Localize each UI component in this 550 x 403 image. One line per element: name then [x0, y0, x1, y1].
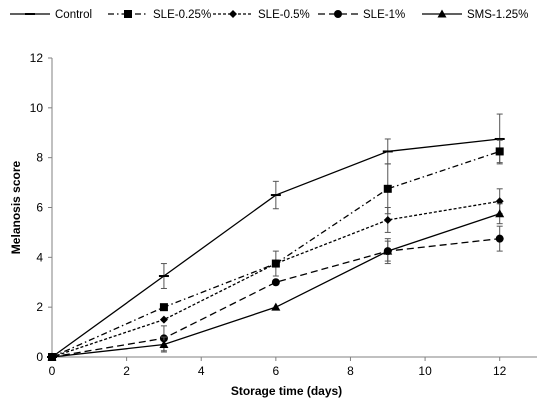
y-tick-label: 12	[30, 51, 44, 65]
x-tick-label: 0	[49, 364, 56, 378]
x-axis-title: Storage time (days)	[231, 384, 342, 398]
legend-marker	[437, 9, 447, 18]
legend-label: SLE-1%	[363, 9, 405, 21]
series-line	[51, 150, 500, 358]
series-line	[51, 200, 500, 358]
series-1	[47, 113, 505, 358]
data-point	[159, 303, 168, 312]
y-tick-label: 4	[36, 250, 43, 264]
x-tick-label: 12	[493, 364, 507, 378]
legend-marker	[124, 10, 132, 18]
data-point	[159, 340, 169, 349]
legend-label: SLE-0.25%	[153, 9, 211, 21]
data-point	[495, 209, 505, 218]
legend-marker	[229, 10, 237, 18]
legend-item-3: SLE-0.5%	[213, 9, 310, 21]
data-point	[383, 184, 392, 193]
plot-area	[47, 113, 505, 361]
data-point	[47, 352, 57, 361]
legend-item-4: SLE-1%	[318, 9, 405, 21]
series-line	[51, 138, 500, 358]
data-point	[271, 259, 280, 268]
y-tick-label: 2	[36, 300, 43, 314]
x-tick-label: 10	[418, 364, 432, 378]
data-point	[271, 278, 280, 287]
legend-marker	[334, 10, 342, 18]
data-point	[495, 234, 504, 243]
data-point	[159, 315, 168, 324]
series-2	[48, 139, 504, 361]
series-4	[48, 225, 504, 361]
series-5	[47, 203, 505, 361]
legend-item-5: SMS-1.25%	[422, 9, 528, 21]
data-point	[271, 302, 281, 311]
y-tick-label: 0	[36, 350, 43, 364]
legend-label: SMS-1.25%	[467, 9, 528, 21]
axes: 0 2 4 6 8 10 12 0 2 4 6 8 10 12	[30, 51, 537, 378]
x-tick-label: 6	[273, 364, 280, 378]
data-point	[383, 215, 392, 224]
data-point	[495, 147, 504, 156]
x-tick-label: 4	[198, 364, 205, 378]
y-tick-label: 10	[30, 101, 44, 115]
legend-item-1: Control	[10, 9, 92, 21]
legend-label: SLE-0.5%	[258, 9, 310, 21]
y-tick-label: 8	[36, 151, 43, 165]
y-tick-label: 6	[36, 201, 43, 215]
data-point	[383, 246, 393, 255]
x-tick-label: 2	[123, 364, 130, 378]
x-tick-label: 8	[347, 364, 354, 378]
y-axis-title: Melanosis score	[9, 160, 23, 254]
legend-label: Control	[55, 9, 92, 21]
legend: Control SLE-0.25% SLE-0.5% SLE-1% SMS-1.25%	[10, 9, 528, 21]
legend-item-2: SLE-0.25%	[108, 9, 211, 21]
